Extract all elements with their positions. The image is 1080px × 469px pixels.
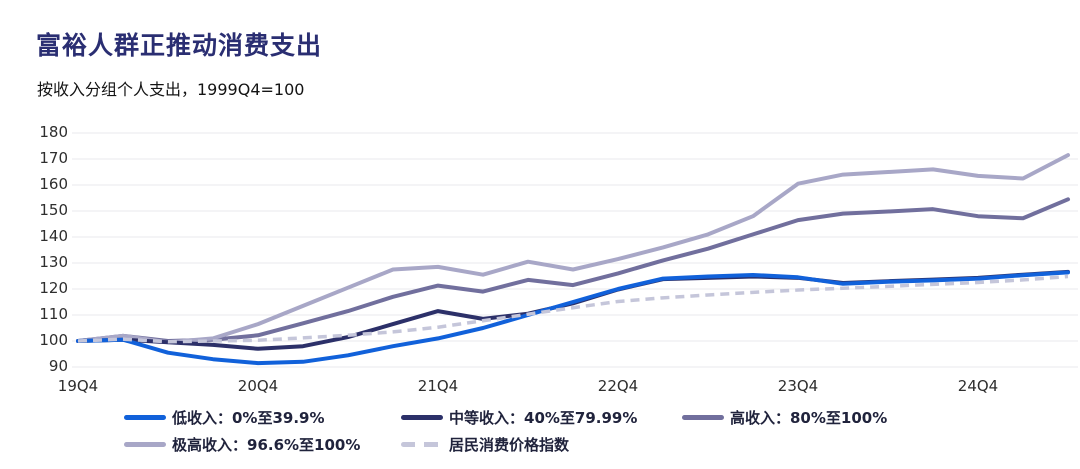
y-axis-tick-label-120: 120 [39, 279, 68, 297]
legend-item-very-high-income: 极高收入：96.6%至100% [124, 434, 361, 454]
legend-swatch-cpi [401, 442, 443, 447]
x-axis-tick-label-21Q4: 21Q4 [417, 377, 459, 395]
x-axis-tick-label-19Q4: 19Q4 [57, 377, 99, 395]
chart-title: 富裕人群正推动消费支出 [36, 31, 323, 60]
y-axis-tick-label-140: 140 [39, 227, 68, 245]
legend-label-very-high-income: 极高收入：96.6%至100% [172, 436, 361, 454]
y-axis-tick-label-180: 180 [39, 123, 68, 141]
series-line-very-high-income [76, 153, 1070, 345]
legend-swatch-middle-income [401, 415, 443, 420]
legend-item-high-income: 高收入：80%至100% [682, 407, 888, 427]
series-line-low-income [76, 270, 1070, 366]
y-axis-tick-label-170: 170 [39, 149, 68, 167]
legend-item-low-income: 低收入：0%至39.9% [124, 407, 325, 427]
x-axis-tick-label-22Q4: 22Q4 [597, 377, 639, 395]
y-axis-tick-label-100: 100 [39, 331, 68, 349]
legend-item-cpi: 居民消费价格指数 [401, 434, 570, 454]
y-axis-tick-label-160: 160 [39, 175, 68, 193]
y-axis-tick-label-150: 150 [39, 201, 68, 219]
legend-swatch-very-high-income [124, 442, 166, 447]
x-axis-tick-label-24Q4: 24Q4 [957, 377, 999, 395]
y-axis-tick-label-130: 130 [39, 253, 68, 271]
legend-label-cpi: 居民消费价格指数 [449, 436, 570, 454]
series-line-cpi [77, 274, 1069, 344]
x-axis-tick-label-20Q4: 20Q4 [237, 377, 279, 395]
x-axis-tick-label-23Q4: 23Q4 [777, 377, 819, 395]
chart-subtitle: 按收入分组个人支出，1999Q4=100 [37, 80, 305, 99]
legend-swatch-low-income [124, 415, 166, 420]
legend-label-high-income: 高收入：80%至100% [730, 409, 888, 427]
legend-item-middle-income: 中等收入：40%至79.99% [401, 407, 638, 427]
y-axis-tick-label-90: 90 [48, 357, 68, 375]
y-axis-tick-label-110: 110 [39, 305, 68, 323]
legend-swatch-high-income [682, 415, 724, 420]
series-line-high-income [76, 197, 1070, 343]
legend-label-low-income: 低收入：0%至39.9% [172, 409, 325, 427]
legend-label-middle-income: 中等收入：40%至79.99% [449, 409, 638, 427]
